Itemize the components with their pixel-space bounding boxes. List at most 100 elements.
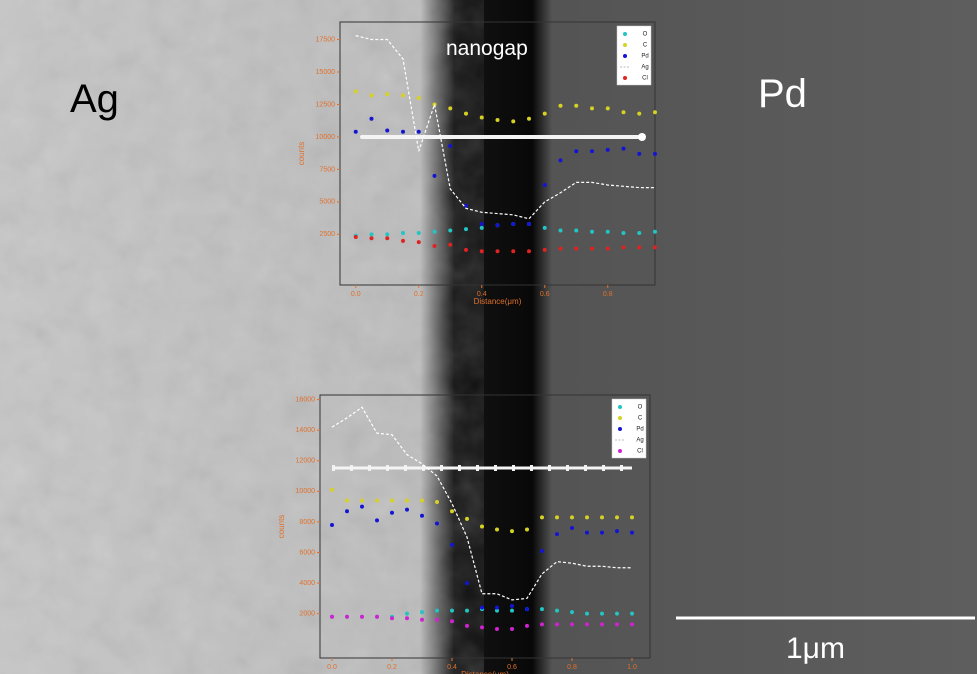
point (390, 616, 394, 621)
y-tick-label: 12000 (296, 458, 316, 465)
point (480, 524, 484, 529)
y-tick-label: 14000 (296, 427, 316, 434)
point (464, 111, 468, 116)
point (353, 234, 358, 239)
x-tick-label: 0.0 (351, 291, 361, 298)
point (330, 522, 334, 527)
point (495, 249, 500, 254)
point (480, 625, 484, 630)
legend-swatch (623, 54, 627, 58)
y-tick-label: 5000 (319, 199, 335, 206)
point (600, 530, 604, 535)
point (495, 527, 499, 532)
legend-label: Ag (636, 438, 643, 444)
legend-label: Cl (637, 449, 643, 455)
point (637, 151, 642, 156)
point (605, 106, 610, 111)
ag-label: Ag (70, 77, 119, 121)
point (405, 616, 409, 621)
point (401, 93, 405, 98)
point (448, 106, 453, 111)
legend-swatch (618, 416, 622, 420)
point (600, 515, 604, 520)
x-axis-label: Distance(μm) (474, 297, 522, 306)
point (465, 516, 469, 521)
point (555, 532, 559, 537)
point (465, 608, 469, 613)
point (360, 498, 364, 503)
scan-end (638, 133, 646, 141)
point (375, 614, 379, 619)
point (653, 110, 657, 115)
point (432, 244, 437, 249)
x-tick-label: 0.8 (603, 291, 613, 298)
point (574, 246, 579, 251)
point (525, 527, 529, 532)
y-axis-label: counts (297, 142, 306, 166)
point (540, 622, 544, 627)
point (590, 106, 594, 111)
point (385, 92, 390, 97)
line (331, 406, 632, 601)
point (510, 608, 514, 613)
point (435, 608, 439, 613)
point (525, 623, 529, 628)
x-tick-label: 0.6 (507, 664, 517, 671)
point (465, 623, 469, 628)
legend-label: C (638, 416, 643, 422)
point (558, 103, 563, 108)
legend-swatch (618, 427, 622, 431)
point (600, 622, 604, 627)
point (420, 610, 424, 615)
point (510, 529, 514, 534)
point (495, 608, 499, 613)
point (345, 509, 349, 514)
point (360, 504, 364, 509)
x-tick-label: 1.0 (627, 664, 637, 671)
point (401, 238, 405, 243)
point (420, 498, 424, 503)
x-tick-label: 0.4 (447, 664, 457, 671)
point (615, 529, 619, 534)
point (637, 231, 642, 236)
point (369, 93, 374, 98)
point (416, 95, 421, 100)
point (510, 604, 514, 609)
point (369, 232, 374, 237)
point (435, 521, 439, 526)
point (479, 221, 484, 226)
point (637, 245, 642, 250)
point (542, 247, 547, 252)
point (525, 607, 529, 612)
nanogap-label: nanogap (446, 37, 528, 60)
line (355, 35, 655, 220)
point (542, 111, 547, 116)
point (432, 102, 437, 107)
point (558, 228, 563, 233)
legend-box (616, 25, 652, 86)
point (448, 228, 453, 233)
point (450, 619, 454, 624)
x-tick-label: 0.2 (414, 291, 424, 298)
point (495, 626, 499, 631)
charts: 2500 5000 7500 10000 12500 15000 17500 0.0 0.2 0.… (277, 21, 657, 674)
point (495, 223, 500, 228)
point (555, 608, 559, 613)
point (540, 548, 544, 553)
x-tick-label: 0.6 (540, 291, 550, 298)
point (405, 611, 409, 616)
y-tick-label: 15000 (316, 69, 336, 76)
point (653, 245, 657, 250)
point (621, 245, 626, 250)
point (511, 221, 516, 226)
y-tick-label: 10000 (316, 134, 336, 141)
point (375, 498, 379, 503)
point (405, 507, 409, 512)
y-tick-label: 16000 (296, 396, 316, 403)
y-tick-label: 6000 (299, 549, 315, 556)
point (464, 203, 468, 208)
point (385, 128, 390, 133)
point (527, 249, 531, 254)
point (369, 236, 374, 241)
